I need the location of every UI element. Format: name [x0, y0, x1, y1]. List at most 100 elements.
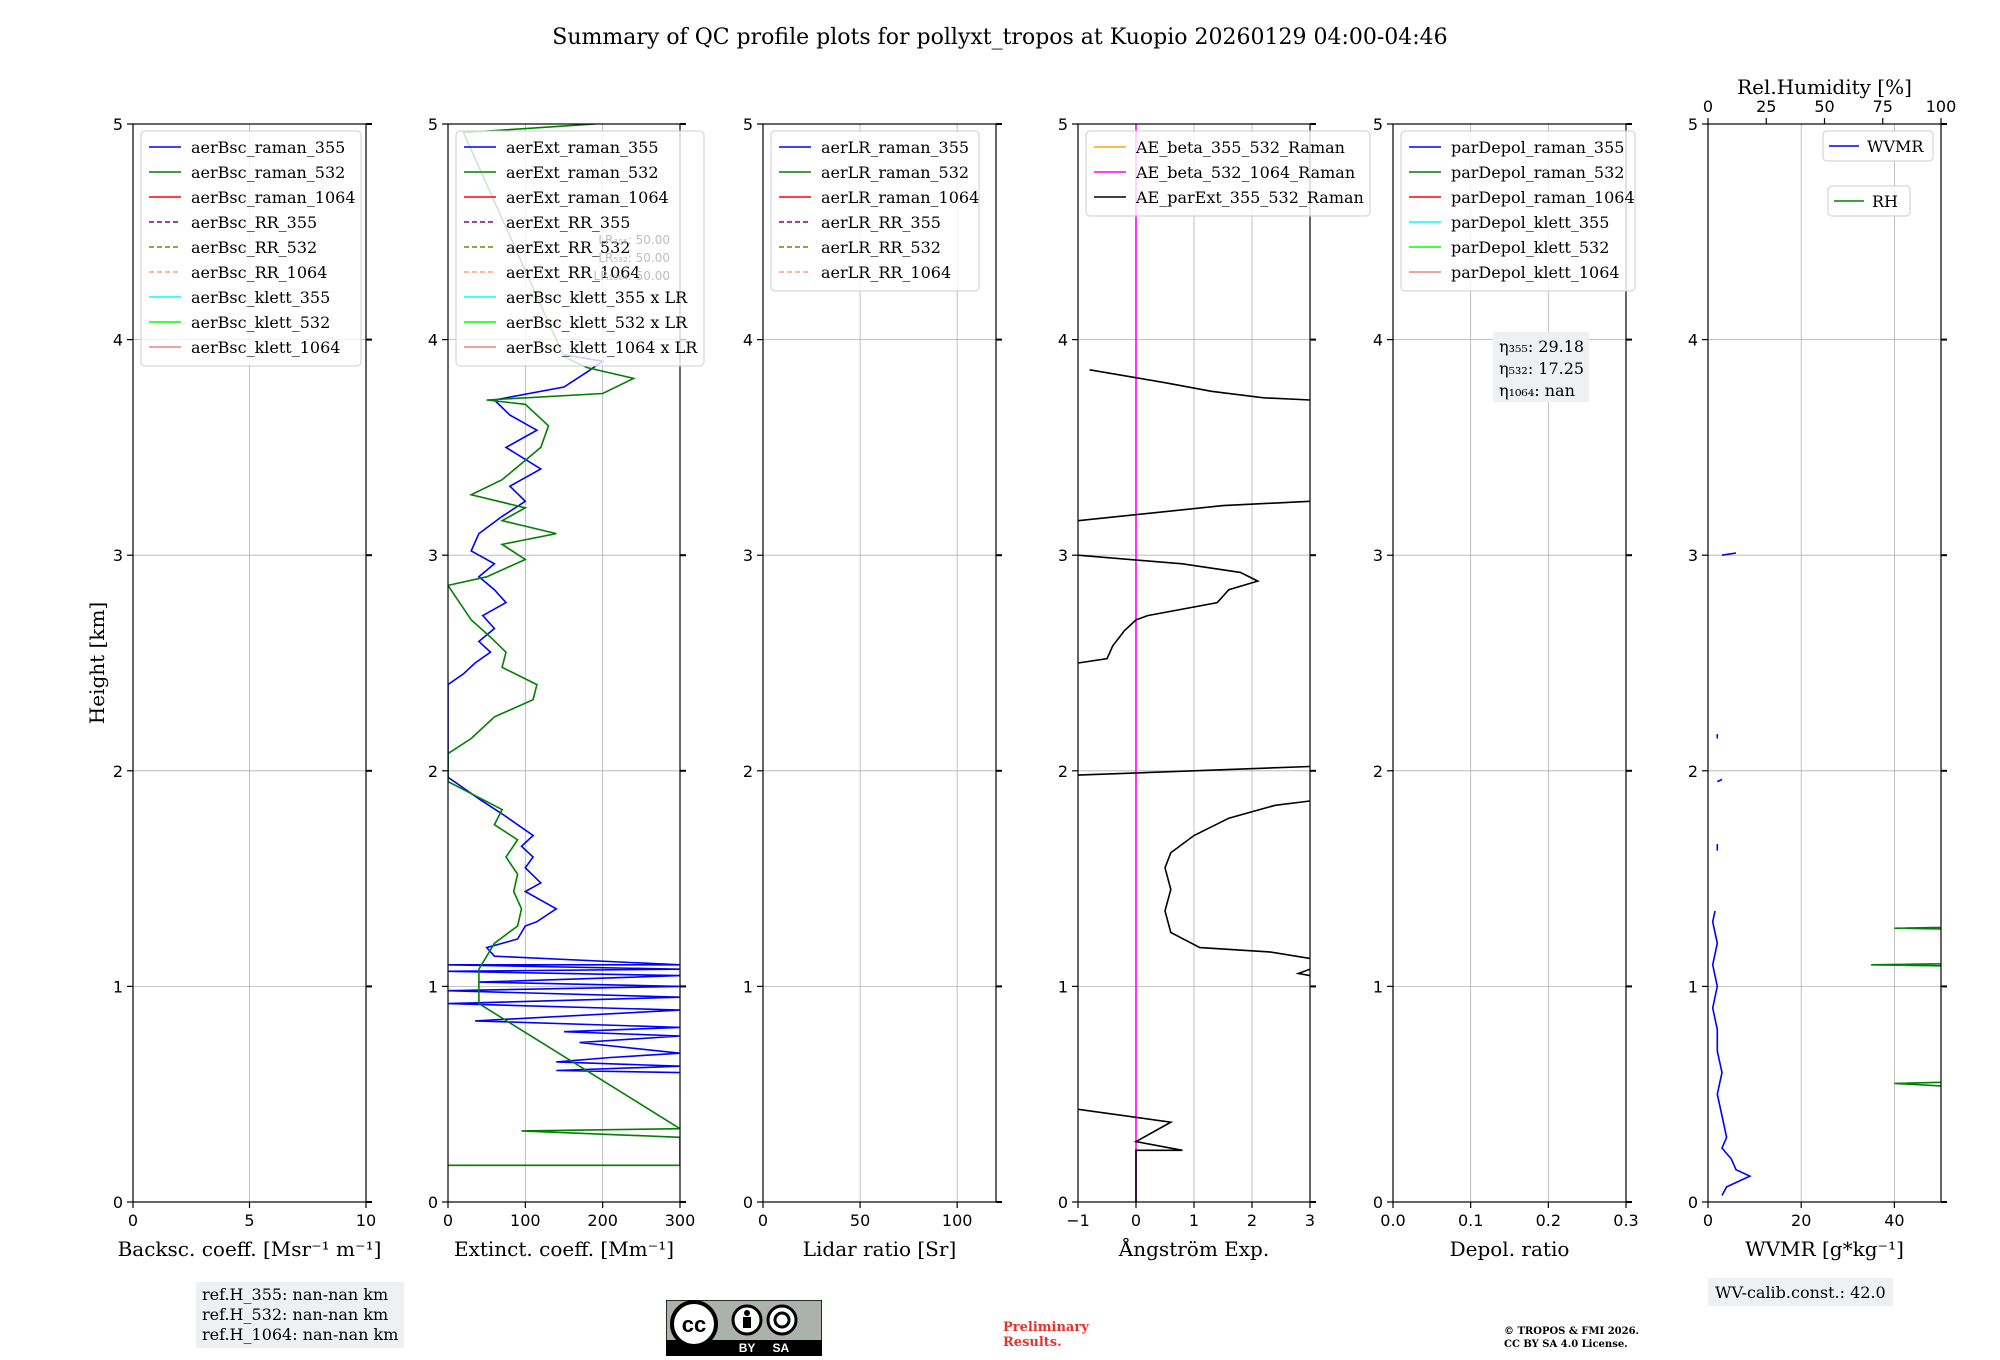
x2-axis-label: Rel.Humidity [%] [1737, 75, 1912, 99]
legend-label: aerBsc_raman_355 [191, 138, 345, 157]
legend: parDepol_raman_355 parDepol_raman_532 parD… [1400, 130, 1636, 292]
x-tick-label: 0 [1131, 1211, 1141, 1230]
legend-label: aerBsc_RR_1064 [191, 263, 327, 282]
x-tick-label: 0 [443, 1211, 453, 1230]
x-axis-label: WVMR [g*kg⁻¹] [1745, 1237, 1904, 1261]
axes-frame [1707, 123, 1942, 1203]
legend-label: aerBsc_klett_355 x LR [506, 288, 688, 307]
preliminary-line-2: Results. [1003, 1335, 1062, 1350]
series-group [1078, 124, 1310, 1202]
y-axis-label: Height [km] [85, 602, 109, 724]
eta-annotation: η₃₅₅: 29.18 [1499, 337, 1584, 356]
panel-extinction: 0 100 200 300 0 1 2 3 4 5 Extinct. coeff. [Mm⁻¹] ae… [428, 115, 705, 1261]
y-tick-label: 5 [1373, 115, 1383, 134]
eta-annotation: η₁₀₆₄: nan [1499, 381, 1575, 400]
series-line-WVMR [1711, 910, 1752, 1196]
wv-calib-box [1708, 1278, 1893, 1306]
x-axis-label: Lidar ratio [Sr] [803, 1237, 957, 1261]
x-axis-label: Extinct. coeff. [Mm⁻¹] [454, 1237, 674, 1261]
x-tick-label: 0 [758, 1211, 768, 1230]
x2-tick-label: 75 [1873, 97, 1893, 116]
share-alike-arc [773, 1311, 791, 1329]
y-tick-label: 3 [1373, 546, 1383, 565]
preliminary-note: Preliminary Results. [1003, 1320, 1089, 1350]
legend: aerLR_raman_355 aerLR_raman_532 aerLR_rama… [770, 130, 980, 292]
y-tick-label: 4 [113, 331, 123, 350]
x-axis-label: Ångström Exp. [1118, 1236, 1269, 1261]
y-tick-label: 0 [1373, 1193, 1383, 1212]
preliminary-line-1: Preliminary [1003, 1320, 1089, 1335]
y-tick-label: 4 [1058, 331, 1068, 350]
axes-frame [447, 123, 681, 1203]
legend-box [455, 130, 705, 367]
y-tick-label: 5 [1058, 115, 1068, 134]
ref-height-1064: ref.H_1064: nan-nan km [202, 1325, 399, 1344]
series-line-aerExt_raman_355 [448, 353, 680, 1074]
series-line-WVMR_b [1721, 552, 1737, 556]
legend-label: aerBsc_klett_532 [191, 313, 330, 332]
y-tick-label: 3 [428, 546, 438, 565]
legend-label: aerLR_RR_532 [821, 238, 941, 257]
y-tick-label: 1 [113, 977, 123, 996]
wv-calib-annotation: WV-calib.const.: 42.0 [1715, 1283, 1886, 1302]
y-tick-label: 4 [1373, 331, 1383, 350]
legend-label: AE_beta_355_532_Raman [1135, 138, 1345, 157]
y-tick-label: 1 [1373, 977, 1383, 996]
lidar-ratio-annotation: LR₃₅₅: 50.00 [598, 233, 670, 247]
legend-box [140, 130, 362, 367]
y-tick-label: 2 [1373, 762, 1383, 781]
y-tick-label: 0 [743, 1193, 753, 1212]
legend-label: aerExt_raman_355 [506, 138, 659, 157]
legend-label: parDepol_klett_532 [1451, 238, 1609, 257]
figure-title: Summary of QC profile plots for pollyxt_… [552, 25, 1447, 50]
series-line-AE_parExt_355_532_Raman [1078, 1108, 1183, 1202]
series-group [448, 124, 680, 1167]
legend-label: aerBsc_klett_355 [191, 288, 330, 307]
x-tick-label: 200 [587, 1211, 618, 1230]
y-tick-label: 0 [1688, 1193, 1698, 1212]
y-tick-label: 1 [1688, 977, 1698, 996]
legend: WVMR RH [1822, 130, 1934, 217]
legend-label: aerBsc_klett_1064 [191, 338, 340, 357]
x-tick-label: 5 [244, 1211, 254, 1230]
legend: AE_beta_355_532_Raman AE_beta_532_1064_Ra… [1085, 130, 1371, 217]
legend-label: aerExt_RR_532 [506, 238, 630, 257]
lidar-ratio-annotation: LR₅₃₂: 50.00 [598, 251, 670, 265]
series-line-aerExt_raman_532 [448, 124, 680, 1167]
legend-label: aerBsc_raman_1064 [191, 188, 356, 207]
legend-label: aerExt_raman_1064 [506, 188, 669, 207]
y-tick-label: 3 [113, 546, 123, 565]
y-tick-label: 5 [743, 115, 753, 134]
legend-label: parDepol_klett_1064 [1451, 263, 1620, 282]
legend-label: aerLR_raman_1064 [821, 188, 979, 207]
legend-label: aerBsc_klett_532 x LR [506, 313, 688, 332]
copyright-line-1: © TROPOS & FMI 2026. [1504, 1326, 1640, 1337]
reference-height-box: ref.H_355: nan-nan km ref.H_532: nan-nan… [196, 1282, 405, 1348]
series-line-AE_parExt_355_532_Raman_e [1078, 554, 1260, 664]
legend-label: aerBsc_raman_532 [191, 163, 345, 182]
legend-box [1827, 185, 1911, 217]
x-tick-label: 100 [510, 1211, 541, 1230]
series-group [1711, 552, 1941, 1196]
cc-by-sa-logo: cc BY SA [666, 1300, 822, 1356]
eta-annotation: η₅₃₂: 17.25 [1499, 359, 1584, 378]
x2-tick-label: 25 [1756, 97, 1776, 116]
legend-label: aerExt_RR_1064 [506, 263, 641, 282]
y-tick-label: 4 [1688, 331, 1698, 350]
legend-label: AE_parExt_355_532_Raman [1135, 188, 1364, 207]
legend-label: aerExt_raman_532 [506, 163, 659, 182]
x-tick-label: 3 [1305, 1211, 1315, 1230]
x2-tick-label: 100 [1926, 97, 1957, 116]
y-tick-label: 2 [743, 762, 753, 781]
legend-label: aerLR_RR_355 [821, 213, 941, 232]
series-line-AE_parExt_355_532_Raman_d [1078, 765, 1310, 776]
series-line-AE_parExt_355_532_Raman_g [1089, 369, 1310, 401]
y-tick-label: 2 [428, 762, 438, 781]
y-tick-label: 3 [1688, 546, 1698, 565]
y-tick-label: 5 [113, 115, 123, 134]
share-alike-icon [766, 1304, 798, 1336]
copyright-note: © TROPOS & FMI 2026. CC BY SA 4.0 Licens… [1504, 1325, 1639, 1351]
cc-logo-label: BY SA [739, 1341, 790, 1355]
